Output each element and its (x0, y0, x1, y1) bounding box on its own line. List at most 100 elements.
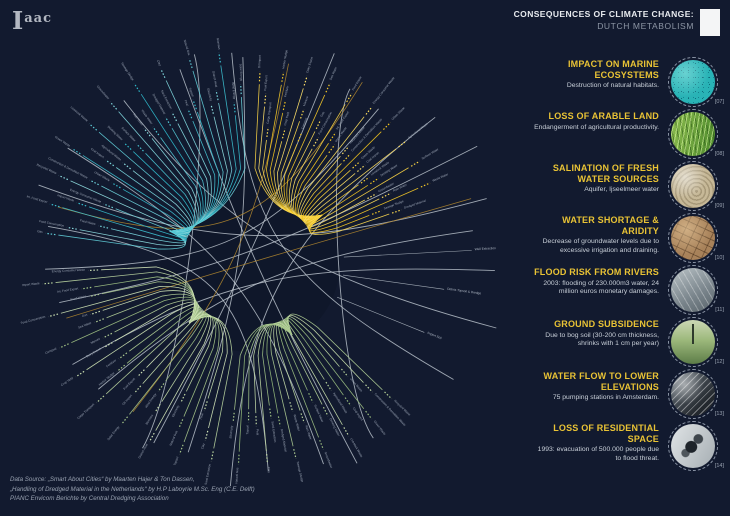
svg-text:Dredged Material: Dredged Material (280, 429, 288, 453)
consequence-item: WATER FLOW TO LOWER ELEVATIONS 75 pumping… (532, 369, 724, 421)
svg-text:Peat: Peat (184, 99, 190, 106)
consequence-photo (671, 112, 715, 156)
consequence-index: [14] (714, 463, 724, 469)
inner-disc (160, 172, 340, 352)
svg-text:Electricity: Electricity (228, 425, 233, 439)
svg-text:Clay: Clay (267, 467, 272, 474)
data-source-line: „Handling of Dredged Material in the Net… (10, 485, 255, 493)
header: CONSEQUENCES OF CLIMATE CHANGE: DUTCH ME… (514, 9, 720, 36)
svg-text:Energy Consumer Waste: Energy Consumer Waste (372, 76, 396, 105)
consequence-text: LOSS OF RESIDENTIAL SPACE 1993: evacuatio… (532, 421, 659, 464)
side-spokes: Well Extraction Debris Topsoil & Dredge Im… (337, 246, 496, 340)
svg-text:Int. Food Export: Int. Food Export (57, 286, 79, 293)
svg-text:Waste Water: Waste Water (293, 414, 302, 432)
consequence-media: [12] (668, 317, 724, 369)
svg-text:Topsoil: Topsoil (245, 425, 249, 435)
consequence-photo (671, 424, 715, 468)
consequence-text: SALINATION OF FRESH WATER SOURCES Aquifer… (532, 161, 659, 195)
svg-text:Peat: Peat (199, 413, 205, 420)
svg-text:Topsoil: Topsoil (173, 456, 180, 466)
svg-text:Manure: Manure (90, 336, 101, 344)
svg-text:Food Waste: Food Waste (351, 75, 363, 91)
svg-text:Oil Import: Oil Import (121, 394, 133, 407)
svg-text:Biomass: Biomass (145, 413, 155, 425)
consequence-text: WATER SHORTAGE & ARIDITY Decrease of grou… (532, 213, 659, 256)
consequence-media: [09] (668, 161, 724, 213)
svg-text:Debris Topsoil & Dredge: Debris Topsoil & Dredge (447, 287, 482, 296)
svg-text:Groundwater: Groundwater (96, 84, 110, 100)
consequence-item: WATER SHORTAGE & ARIDITY Decrease of grou… (532, 213, 724, 265)
svg-text:Import Soil: Import Soil (427, 331, 443, 341)
svg-text:Livestock Waste: Livestock Waste (349, 437, 363, 458)
consequence-media: [08] (668, 109, 724, 161)
consequence-item: FLOOD RISK FROM RIVERS 2003: flooding of … (532, 265, 724, 317)
consequence-photo-ring (668, 265, 718, 315)
consequence-media: [13] (668, 369, 724, 421)
consequence-desc: 2003: flooding of 230.000m3 water, 24 mi… (543, 279, 659, 296)
svg-text:Electricity: Electricity (171, 404, 180, 418)
consequence-index: [12] (714, 359, 724, 365)
svg-text:Gas: Gas (319, 110, 325, 117)
consequence-title: SALINATION OF FRESH WATER SOURCES (552, 163, 659, 184)
consequence-media: [07] (668, 57, 724, 109)
consequence-desc: Destruction of natural habitats. (566, 82, 659, 90)
consequence-index: [08] (714, 151, 724, 157)
svg-text:Rain Water: Rain Water (392, 183, 407, 193)
svg-text:District Heat: District Heat (211, 71, 218, 88)
svg-text:Rain Water: Rain Water (304, 425, 313, 440)
consequence-title: FLOOD RISK FROM RIVERS (534, 267, 659, 277)
iaac-logo: Iaac (12, 6, 52, 35)
consequence-photo (671, 164, 715, 208)
data-source-line: Data Source: „Smart About Cities“ by Maa… (10, 476, 195, 484)
svg-text:Harbor Sludge: Harbor Sludge (98, 371, 116, 387)
consequence-item: GROUND SUBSIDENCE Due to bog soil (30-200… (532, 317, 724, 369)
consequence-title: WATER SHORTAGE & ARIDITY (562, 215, 659, 236)
consequence-photo-ring (668, 421, 718, 471)
svg-text:Groundwater: Groundwater (377, 181, 394, 193)
svg-text:Natural Gas: Natural Gas (169, 430, 179, 447)
svg-text:Fertilizer: Fertilizer (105, 358, 117, 368)
svg-text:Fuel Export: Fuel Export (263, 75, 268, 91)
svg-text:Natural Gas: Natural Gas (234, 467, 239, 484)
svg-text:Import Waste: Import Waste (22, 281, 40, 287)
svg-text:Food Waste: Food Waste (80, 218, 97, 226)
bundle-waste-flows (232, 313, 393, 465)
data-source-line: PIANC Envicom Berichte by Central Dredgi… (10, 495, 169, 503)
consequence-item: LOSS OF ARABLE LAND Endangerment of agric… (532, 109, 724, 161)
svg-text:Sea Water: Sea Water (329, 66, 338, 80)
svg-text:Sewage Sludge: Sewage Sludge (383, 199, 404, 210)
svg-text:Solar Energy: Solar Energy (239, 64, 244, 82)
consequence-photo-ring (668, 161, 718, 211)
consequence-title: WATER FLOW TO LOWER ELEVATIONS (543, 371, 659, 392)
data-source-note: Data Source: „Smart About Cities“ by Maa… (10, 475, 255, 504)
svg-text:Sand Extraction: Sand Extraction (271, 421, 278, 443)
svg-text:Construction & Demolition Wast: Construction & Demolition Waste (48, 156, 89, 180)
consequence-title: LOSS OF ARABLE LAND (548, 111, 659, 121)
svg-text:Energy Consumer Waste: Energy Consumer Waste (52, 268, 86, 274)
consequence-media: [14] (668, 421, 724, 473)
svg-text:Well Extraction: Well Extraction (475, 246, 497, 251)
consequence-index: [07] (714, 99, 724, 105)
consequence-title: GROUND SUBSIDENCE (554, 319, 659, 329)
consequence-text: GROUND SUBSIDENCE Due to bog soil (30-200… (532, 317, 659, 349)
consequence-desc: Decrease of groundwater levels due to ex… (542, 238, 659, 255)
consequence-media: [10] (668, 213, 724, 265)
consequence-photo-ring (668, 317, 718, 367)
svg-text:Biomass: Biomass (216, 38, 222, 50)
consequence-item: SALINATION OF FRESH WATER SOURCES Aquifer… (532, 161, 724, 213)
svg-text:Natural Gas: Natural Gas (183, 39, 192, 56)
consequence-photo-ring (668, 369, 718, 419)
svg-text:Surface Water: Surface Water (313, 404, 324, 423)
consequence-item: LOSS OF RESIDENTIAL SPACE 1993: evacuatio… (532, 421, 724, 473)
svg-text:Clay: Clay (200, 442, 205, 449)
svg-text:Electricity: Electricity (206, 88, 213, 102)
consequence-title: IMPACT ON MARINE ECOSYSTEMS (567, 59, 659, 80)
svg-text:Livestock Waste: Livestock Waste (70, 105, 89, 122)
svg-text:Gas: Gas (81, 312, 88, 318)
svg-text:Sand Extraction: Sand Extraction (204, 463, 212, 485)
svg-text:Surface Water: Surface Water (421, 147, 439, 160)
consequence-desc: Due to bog soil (30-200 cm thickness, sh… (545, 331, 659, 348)
consequence-photo (671, 60, 715, 104)
svg-text:Sewage Sludge: Sewage Sludge (120, 62, 135, 82)
